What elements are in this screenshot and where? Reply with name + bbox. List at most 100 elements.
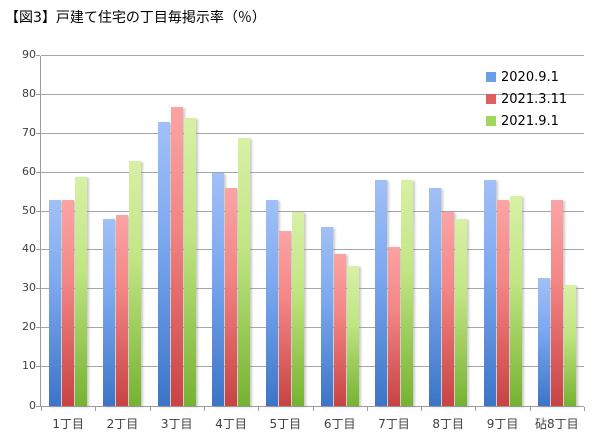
bar-group-7 <box>367 56 421 406</box>
y-axis-label-90: 90 <box>22 48 36 61</box>
bar-2020.9.1-砧8丁目 <box>537 277 550 406</box>
legend-label: 2021.3.11 <box>501 91 568 107</box>
gridline-70 <box>41 132 584 134</box>
bar-2021.9.1-6丁目 <box>346 266 359 406</box>
y-tick-30 <box>36 288 40 290</box>
bar-2021.9.1-5丁目 <box>292 211 305 406</box>
x-tick-5 <box>312 407 314 411</box>
bar-groups <box>41 56 584 406</box>
x-tick-8 <box>475 407 477 411</box>
bar-2020.9.1-5丁目 <box>266 199 279 406</box>
y-tick-20 <box>36 327 40 329</box>
bar-2020.9.1-1丁目 <box>49 199 62 406</box>
gridline-50 <box>41 210 584 212</box>
y-tick-50 <box>36 210 40 212</box>
x-axis-labels: 1丁目 2丁目 3丁目 4丁目 5丁目 6丁目 7丁目 8丁目 9丁目 砧8丁目 <box>41 413 584 432</box>
legend-swatch-icon <box>486 72 496 82</box>
x-axis-label-7: 7丁目 <box>378 417 410 431</box>
x-axis-label-2: 2丁目 <box>106 417 139 431</box>
x-axis-label-6: 6丁目 <box>323 417 356 431</box>
y-axis-label-60: 60 <box>22 164 36 178</box>
gridline-80 <box>41 93 584 95</box>
legend: 2020.9.1 2021.3.11 2021.9.1 <box>486 66 567 132</box>
y-axis-label-40: 40 <box>22 242 36 256</box>
x-tick-2 <box>149 407 151 411</box>
plot-area: 0 10 20 30 40 50 60 70 80 90 1丁目 2丁目 3丁目 4丁目 5丁目 6丁目 7丁… <box>22 49 585 431</box>
gridline-60 <box>41 171 584 173</box>
legend-item-2020.9.1: 2020.9.1 <box>486 66 567 88</box>
gridline-20 <box>41 327 584 329</box>
bar-group-8 <box>421 56 475 406</box>
y-axis-label-80: 80 <box>22 86 36 100</box>
y-tick-70 <box>36 132 40 134</box>
bar-2020.9.1-3丁目 <box>157 122 170 406</box>
bar-2021.3.11-9丁目 <box>496 199 509 406</box>
bar-2020.9.1-7丁目 <box>374 180 387 406</box>
y-tick-60 <box>36 171 40 173</box>
x-axis-label-8: 8丁目 <box>432 417 465 431</box>
legend-item-2021.9.1: 2021.9.1 <box>486 110 567 132</box>
y-axis-label-20: 20 <box>22 320 36 334</box>
x-axis-label-4: 4丁目 <box>215 417 247 431</box>
bar-group-2 <box>95 56 149 406</box>
y-axis-label-70: 70 <box>22 125 36 139</box>
bar-2020.9.1-2丁目 <box>103 219 116 406</box>
y-tick-80 <box>36 93 40 95</box>
gridline-10 <box>41 366 584 368</box>
bar-2021.9.1-3丁目 <box>183 118 196 406</box>
bar-2020.9.1-6丁目 <box>320 227 333 406</box>
x-tick-0 <box>41 407 42 411</box>
x-axis-label-10: 砧8丁目 <box>535 417 579 431</box>
bar-2021.3.11-砧8丁目 <box>550 199 563 406</box>
legend-swatch-icon <box>486 94 496 104</box>
bar-2020.9.1-9丁目 <box>483 180 496 406</box>
y-tick-10 <box>36 366 40 368</box>
y-tick-90 <box>36 55 40 56</box>
bar-2021.9.1-9丁目 <box>509 196 522 406</box>
bar-2020.9.1-8丁目 <box>429 188 442 406</box>
y-tick-40 <box>36 249 40 251</box>
bar-group-1 <box>41 56 95 406</box>
legend-item-2021.3.11: 2021.3.11 <box>486 88 567 110</box>
y-axis-label-50: 50 <box>22 203 36 217</box>
x-tick-9 <box>529 407 531 411</box>
x-tick-1 <box>95 407 97 411</box>
bar-2021.9.1-8丁目 <box>455 219 468 406</box>
x-axis-label-9: 9丁目 <box>486 417 519 431</box>
gridline-30 <box>41 288 584 290</box>
y-axis-label-0: 0 <box>29 399 36 412</box>
x-tick-6 <box>366 407 368 411</box>
bar-2021.9.1-7丁目 <box>400 180 413 406</box>
bar-2021.3.11-7丁目 <box>387 246 400 406</box>
bar-2021.3.11-1丁目 <box>62 199 75 406</box>
bar-group-3 <box>150 56 204 406</box>
bar-group-6 <box>312 56 366 406</box>
bar-2021.3.11-3丁目 <box>170 106 183 406</box>
bar-2021.3.11-6丁目 <box>333 254 346 406</box>
legend-label: 2021.9.1 <box>501 113 559 129</box>
legend-label: 2020.9.1 <box>501 69 559 85</box>
bar-2021.3.11-5丁目 <box>279 231 292 406</box>
x-axis-label-1: 1丁目 <box>52 417 84 431</box>
gridline-40 <box>41 249 584 251</box>
bar-2021.3.11-8丁目 <box>442 211 455 406</box>
chart-title: 【図3】戸建て住宅の丁目毎掲示率（％） <box>5 10 266 26</box>
y-axis-label-30: 30 <box>22 281 36 295</box>
bar-group-4 <box>204 56 258 406</box>
bar-group-9 <box>475 56 529 406</box>
bar-2021.3.11-4丁目 <box>225 188 238 406</box>
y-tick-0 <box>36 406 40 407</box>
x-tick-3 <box>203 407 205 411</box>
bar-2021.9.1-1丁目 <box>75 176 88 406</box>
bar-2021.3.11-2丁目 <box>116 215 129 406</box>
bar-group-5 <box>258 56 312 406</box>
bar-2021.9.1-砧8丁目 <box>563 285 576 406</box>
gridline-90 <box>41 55 584 56</box>
bar-2021.9.1-2丁目 <box>129 161 142 406</box>
bar-group-10 <box>530 56 584 406</box>
x-tick-4 <box>258 407 260 411</box>
legend-swatch-icon <box>486 116 496 126</box>
x-tick-10 <box>584 407 585 411</box>
y-axis-label-10: 10 <box>22 359 36 373</box>
